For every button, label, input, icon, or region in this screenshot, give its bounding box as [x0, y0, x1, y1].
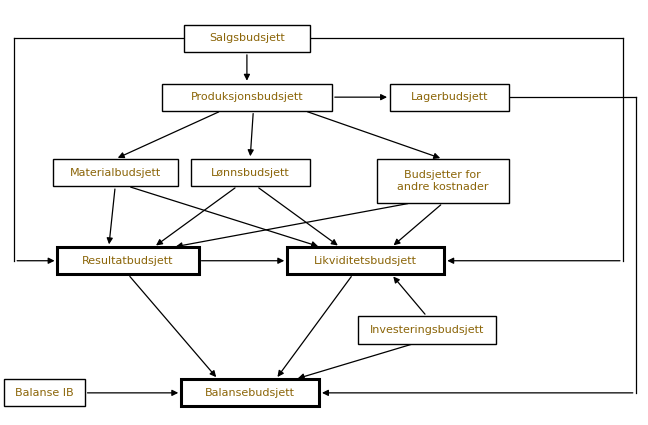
Text: Produksjonsbudsjett: Produksjonsbudsjett: [191, 92, 303, 102]
Text: Lagerbudsjett: Lagerbudsjett: [411, 92, 488, 102]
Text: Lønnsbudsjett: Lønnsbudsjett: [211, 167, 290, 178]
FancyBboxPatch shape: [52, 159, 178, 186]
FancyBboxPatch shape: [390, 84, 509, 111]
FancyBboxPatch shape: [377, 159, 509, 203]
Text: Balanse IB: Balanse IB: [15, 388, 74, 398]
FancyBboxPatch shape: [162, 84, 332, 111]
Text: Budsjetter for
andre kostnader: Budsjetter for andre kostnader: [397, 170, 489, 192]
Text: Materialbudsjett: Materialbudsjett: [69, 167, 161, 178]
FancyBboxPatch shape: [181, 379, 319, 406]
FancyBboxPatch shape: [287, 247, 445, 275]
Text: Resultatbudsjett: Resultatbudsjett: [82, 256, 174, 266]
FancyBboxPatch shape: [58, 247, 199, 275]
FancyBboxPatch shape: [191, 159, 310, 186]
Text: Salgsbudsjett: Salgsbudsjett: [209, 34, 284, 43]
Text: Balansebudsjett: Balansebudsjett: [205, 388, 295, 398]
FancyBboxPatch shape: [5, 379, 85, 406]
FancyBboxPatch shape: [184, 25, 310, 52]
Text: Investeringsbudsjett: Investeringsbudsjett: [369, 325, 484, 335]
Text: Likviditetsbudsjett: Likviditetsbudsjett: [314, 256, 417, 266]
FancyBboxPatch shape: [358, 316, 496, 343]
